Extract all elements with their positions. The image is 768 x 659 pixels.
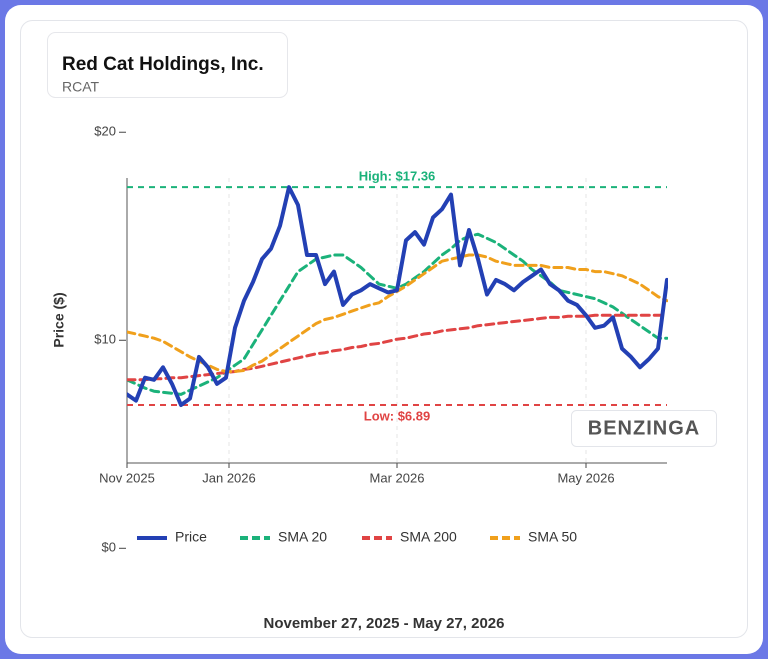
x-tick-label: Nov 2025 xyxy=(99,470,155,485)
overlay: High: $17.36 Low: $6.89 Price SMA 20 SMA 200… xyxy=(137,169,577,545)
x-tick-label: Jan 2026 xyxy=(202,470,256,485)
chart-title: Red Cat Holdings, Inc. xyxy=(62,54,264,75)
axes: $0 $10 $20 Nov 2025 Jan 2026 Mar 2026 May 2026 xyxy=(94,124,667,555)
legend-label: Price xyxy=(175,529,207,545)
y-tick-label: $0 xyxy=(102,540,116,555)
y-axis-title: Price ($) xyxy=(51,292,67,347)
plot-area xyxy=(127,185,668,407)
x-tick-label: May 2026 xyxy=(557,470,614,485)
date-range: November 27, 2025 - May 27, 2026 xyxy=(264,615,505,632)
legend-label: SMA 200 xyxy=(400,529,457,545)
y-tick-label: $10 xyxy=(94,332,116,347)
card xyxy=(20,20,748,638)
series-line xyxy=(127,313,668,382)
reference-label: Low: $6.89 xyxy=(364,408,430,423)
series-line xyxy=(127,185,668,407)
watermark-box xyxy=(571,410,717,447)
reference-label: High: $17.36 xyxy=(359,169,436,184)
legend-label: SMA 20 xyxy=(278,529,327,545)
x-tick-label: Mar 2026 xyxy=(370,470,425,485)
legend-label: SMA 50 xyxy=(528,529,577,545)
ticker: RCAT xyxy=(62,79,100,95)
watermark: BENZINGA xyxy=(588,417,700,439)
title-box xyxy=(47,32,288,98)
y-tick-label: $20 xyxy=(94,124,116,139)
